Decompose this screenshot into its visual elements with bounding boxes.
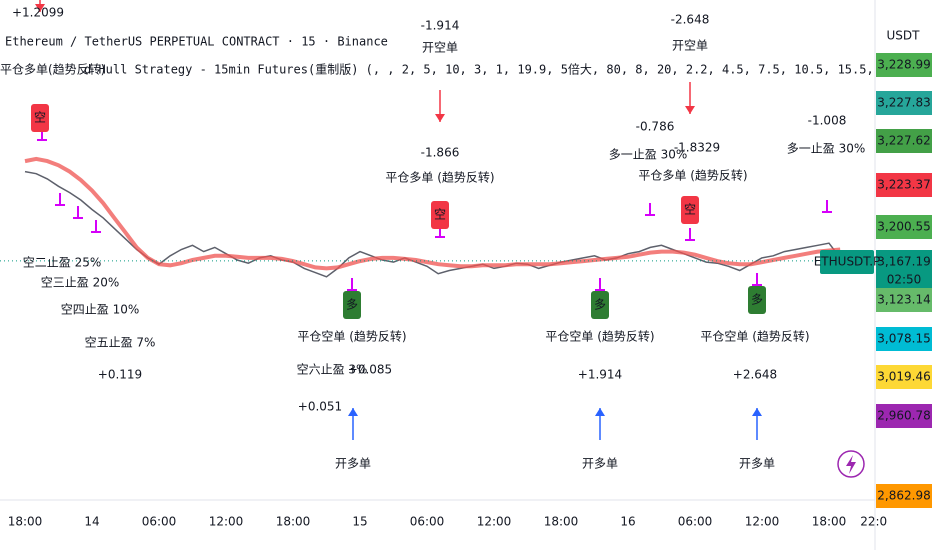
x-tick-label: 16 (620, 515, 635, 529)
annotation: 空四止盈 10% (61, 303, 140, 317)
plot-area (0, 156, 875, 278)
annotation: +0.119 (98, 368, 142, 382)
price-tag (876, 53, 932, 77)
annotation: 开多单 (582, 457, 618, 471)
annotation: 开多单 (335, 457, 371, 471)
signal-arrow-head (435, 114, 445, 122)
symbol-tag (820, 250, 874, 274)
price-tag-label: 3,223.37 (877, 178, 930, 192)
signal-badge-label: 多 (346, 298, 358, 312)
price-tag-label: 3,228.99 (877, 58, 930, 72)
price-tag (876, 327, 932, 351)
annotation: 平仓多单 (趋势反转) (638, 168, 747, 183)
strategy-params: d Hull Strategy - 15min Futures(重制版) (, … (84, 62, 932, 77)
price-tag-label: 3,200.55 (877, 220, 930, 234)
signal-badge (681, 196, 699, 224)
annotation: -0.786 (636, 120, 675, 134)
annotation: 平仓空单 (趋势反转) (297, 329, 406, 344)
price-tag (876, 215, 932, 239)
annotation: 多一止盈 30% (787, 142, 866, 156)
annotation: 空二止盈 25% (23, 256, 102, 270)
price-tag-label: 3,019.46 (877, 370, 930, 384)
signal-arrow-head (35, 4, 45, 12)
x-tick-label: 18:00 (276, 515, 311, 529)
annotation: -2.648 (671, 13, 710, 27)
signal-badge (31, 104, 49, 132)
x-tick-label: 22:0 (860, 515, 887, 529)
annotation: 平仓多单 (趋势反转) (385, 170, 494, 185)
annotation: 空三止盈 20% (41, 276, 120, 290)
chart-title: Ethereum / TetherUS PERPETUAL CONTRACT ·… (5, 35, 388, 49)
annotation: 开多单 (739, 457, 775, 471)
annotation: +0.085 (348, 363, 392, 377)
price-tag-label: 3,227.62 (877, 134, 930, 148)
overlay-label: 平仓多单(趋势反转) (0, 62, 105, 77)
price-tag (876, 365, 932, 389)
countdown: 02:50 (887, 273, 922, 287)
annotation: -1.866 (421, 146, 460, 160)
price-tag-label: 3,123.14 (877, 293, 930, 307)
price-tag (876, 129, 932, 153)
price-tag (876, 91, 932, 115)
price-tag (876, 250, 932, 290)
alert-bolt (846, 455, 856, 474)
annotation: 空六止盈 3% (297, 363, 368, 377)
annotation: 平仓空单 (趋势反转) (700, 329, 809, 344)
price-tag-label: 3,078.15 (877, 332, 930, 346)
price-tag-label: 2,960.78 (877, 409, 930, 423)
hull-line (24, 156, 841, 271)
signal-badge-label: 多 (594, 298, 606, 312)
signal-badge (431, 201, 449, 229)
signal-arrow-head (348, 408, 358, 416)
annotation: 开空单 (672, 39, 708, 53)
price-tag (876, 173, 932, 197)
price-tag-label: 2,862.98 (877, 489, 930, 503)
annotation: -1.8329 (674, 141, 720, 155)
signal-badge (748, 286, 766, 314)
x-tick-label: 15 (352, 515, 367, 529)
x-tick-label: 18:00 (812, 515, 847, 529)
annotation: +0.051 (298, 400, 342, 414)
x-tick-label: 18:00 (544, 515, 579, 529)
x-tick-label: 18:00 (8, 515, 43, 529)
signal-badge-label: 多 (751, 293, 763, 307)
annotation: +1.2099 (12, 6, 64, 20)
annotation: -1.008 (808, 114, 847, 128)
x-tick-label: 06:00 (678, 515, 713, 529)
annotation: 多一止盈 30% (609, 148, 688, 162)
signal-arrow-head (595, 408, 605, 416)
price-tag-label: 3,167.19 (877, 255, 930, 269)
annotation: 平仓空单 (趋势反转) (545, 329, 654, 344)
x-tick-label: 12:00 (209, 515, 244, 529)
signal-badge-label: 空 (684, 203, 696, 217)
signal-badge-label: 空 (434, 208, 446, 222)
annotation: 开空单 (422, 41, 458, 55)
annotation: -1.914 (421, 19, 460, 33)
signal-badge-label: 空 (34, 111, 46, 125)
symbol-label: ETHUSDT.P (814, 255, 881, 269)
currency: USDT (887, 29, 921, 43)
price-tag (876, 484, 932, 508)
signal-arrow-head (752, 408, 762, 416)
signal-badge (343, 291, 361, 319)
x-tick-label: 12:00 (477, 515, 512, 529)
price-tag (876, 288, 932, 312)
x-tick-label: 06:00 (142, 515, 177, 529)
x-tick-label: 12:00 (745, 515, 780, 529)
annotation: +1.914 (578, 368, 622, 382)
annotation: 空五止盈 7% (85, 336, 156, 350)
annotation: +2.648 (733, 368, 777, 382)
x-tick-label: 14 (84, 515, 99, 529)
price-tag (876, 404, 932, 428)
signal-badge (591, 291, 609, 319)
signal-arrow-head (685, 106, 695, 114)
x-tick-label: 06:00 (410, 515, 445, 529)
price-tag-label: 3,227.83 (877, 96, 930, 110)
